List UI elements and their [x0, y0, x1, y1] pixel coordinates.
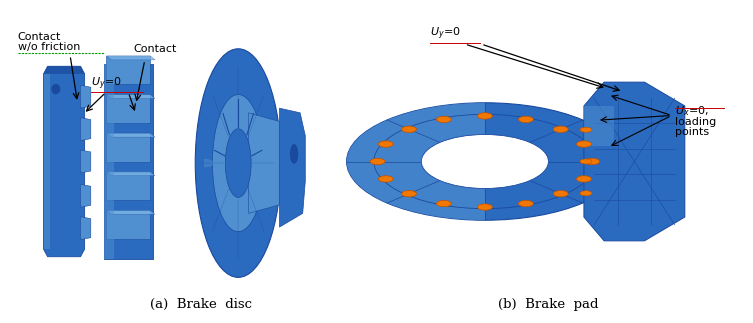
Ellipse shape	[195, 49, 281, 277]
Circle shape	[577, 176, 591, 182]
Text: Contact: Contact	[18, 32, 61, 42]
Text: y: y	[483, 134, 490, 147]
Polygon shape	[346, 103, 485, 220]
Polygon shape	[106, 56, 155, 60]
Polygon shape	[81, 217, 91, 240]
Ellipse shape	[52, 84, 60, 94]
Circle shape	[584, 158, 599, 165]
Ellipse shape	[291, 145, 297, 163]
Polygon shape	[106, 94, 150, 123]
Ellipse shape	[422, 134, 548, 189]
Polygon shape	[106, 133, 155, 137]
Text: $U_y$=0: $U_y$=0	[430, 26, 461, 42]
Text: (b)  Brake  pad: (b) Brake pad	[498, 298, 599, 311]
Polygon shape	[81, 150, 91, 173]
Polygon shape	[104, 64, 153, 259]
Polygon shape	[106, 133, 150, 162]
Circle shape	[477, 204, 492, 210]
Polygon shape	[106, 56, 150, 84]
Text: w/o friction: w/o friction	[18, 42, 80, 52]
Ellipse shape	[225, 129, 251, 197]
Circle shape	[519, 116, 533, 123]
Polygon shape	[44, 66, 84, 74]
Polygon shape	[106, 210, 155, 214]
Polygon shape	[44, 66, 84, 257]
Circle shape	[401, 191, 416, 197]
Text: points: points	[675, 127, 709, 137]
Circle shape	[477, 113, 492, 119]
Circle shape	[436, 116, 451, 123]
Text: $U_y$=0: $U_y$=0	[91, 75, 122, 92]
Wedge shape	[204, 159, 214, 167]
Polygon shape	[81, 184, 91, 207]
Text: Contact: Contact	[133, 44, 177, 54]
Text: (a)  Brake  disc: (a) Brake disc	[150, 298, 252, 311]
Text: loading: loading	[675, 117, 717, 127]
Polygon shape	[106, 172, 150, 200]
Ellipse shape	[346, 103, 623, 220]
Polygon shape	[584, 106, 614, 146]
Polygon shape	[106, 210, 150, 239]
Circle shape	[577, 141, 591, 147]
Circle shape	[378, 176, 393, 182]
Circle shape	[436, 200, 451, 207]
Circle shape	[553, 126, 569, 132]
Polygon shape	[81, 118, 91, 141]
Ellipse shape	[212, 95, 264, 232]
Circle shape	[580, 191, 592, 196]
Polygon shape	[584, 82, 684, 241]
Polygon shape	[104, 64, 114, 259]
Circle shape	[580, 127, 592, 132]
Polygon shape	[248, 113, 281, 214]
Text: x: x	[523, 170, 530, 182]
Circle shape	[553, 191, 569, 197]
Polygon shape	[81, 85, 91, 108]
Polygon shape	[44, 74, 50, 249]
Circle shape	[580, 159, 592, 164]
Circle shape	[519, 200, 533, 207]
Circle shape	[378, 141, 393, 147]
Circle shape	[370, 158, 385, 165]
Text: $U_x$=0,: $U_x$=0,	[675, 104, 709, 118]
Polygon shape	[106, 172, 155, 176]
Circle shape	[401, 126, 416, 132]
Polygon shape	[106, 94, 155, 99]
Polygon shape	[279, 108, 305, 227]
